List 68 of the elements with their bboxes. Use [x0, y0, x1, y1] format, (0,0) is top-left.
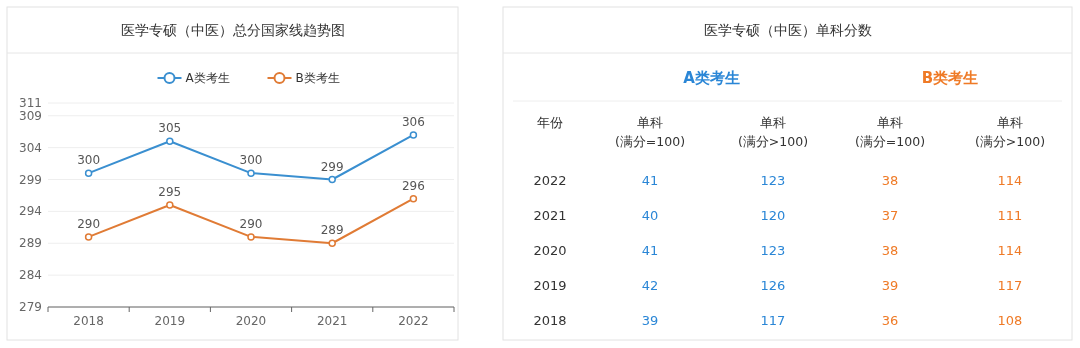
y-tick-label: 2020	[533, 243, 567, 258]
data-label: 111	[997, 208, 1023, 223]
point	[328, 175, 336, 184]
x-tick-label: 2020	[235, 314, 267, 328]
y-tick-label: 2019	[533, 278, 567, 293]
point	[84, 233, 93, 241]
point	[166, 137, 174, 145]
data-label: 114	[997, 243, 1023, 258]
point	[166, 201, 174, 209]
y-tick-label: 2021	[533, 208, 567, 223]
text: A类考生	[683, 69, 740, 87]
data-label: 39	[881, 278, 899, 293]
data-label: 306	[401, 114, 425, 129]
point	[409, 131, 418, 139]
y-axis-title: 年份	[537, 115, 563, 130]
data-label: 290	[239, 216, 263, 231]
data-label: 120	[760, 208, 786, 223]
data-label: 38	[881, 243, 899, 258]
y-tick-label: 289	[19, 236, 42, 251]
data-label: 305	[158, 121, 182, 136]
x-tick-label: 单科 (满分=100)	[854, 115, 926, 149]
point	[409, 194, 418, 203]
data-label: 108	[997, 313, 1023, 328]
y-tick-label: 304	[19, 140, 42, 155]
point	[247, 169, 255, 177]
data-label: 38	[881, 173, 899, 188]
x-tick-label: 2021	[316, 314, 348, 328]
y-tick-label: 279	[19, 300, 42, 314]
data-label: 290	[77, 216, 101, 231]
x-tick-label: 单科 (满分>100)	[974, 115, 1046, 149]
x-tick-label: 2019	[154, 314, 186, 328]
y-tick-label: 309	[19, 108, 42, 123]
legend-label: A类考生	[185, 71, 230, 85]
data-label: 40	[641, 208, 659, 223]
data-label: 36	[881, 313, 899, 328]
text: B类考生	[921, 69, 979, 87]
data-label: 296	[401, 178, 425, 193]
point	[84, 169, 93, 177]
data-label: 114	[997, 173, 1023, 188]
y-tick-label: 2022	[533, 173, 567, 188]
y-tick-label: 294	[19, 204, 42, 219]
data-label: 123	[760, 173, 786, 188]
x-tick-label: 单科 (满分>100)	[737, 115, 809, 149]
point	[247, 233, 255, 241]
x-tick-label: 2018	[73, 314, 104, 328]
y-tick-label: 311	[19, 96, 42, 110]
legend-label: B类考生	[295, 71, 340, 85]
data-label: 39	[641, 313, 659, 328]
data-label: 300	[77, 153, 101, 168]
data-label: 41	[641, 243, 659, 258]
data-label: 117	[760, 313, 786, 328]
data-label: 123	[760, 243, 786, 258]
data-label: 126	[760, 278, 786, 293]
data-label: 42	[641, 278, 659, 293]
chart-title: 医学专硕（中医）总分国家线趋势图	[120, 22, 345, 38]
y-tick-label: 299	[19, 172, 42, 187]
data-label: 299	[320, 159, 344, 174]
data-label: 300	[239, 153, 263, 168]
x-tick-label: 2022	[398, 314, 429, 328]
chart-title: 医学专硕（中医）单科分数	[703, 22, 872, 38]
point	[328, 239, 336, 247]
x-tick-label: 单科 (满分=100)	[614, 115, 686, 149]
y-tick-label: 284	[19, 268, 42, 283]
data-label: 41	[641, 173, 659, 188]
data-label: 37	[881, 208, 899, 223]
data-label: 117	[997, 278, 1023, 293]
data-label: 295	[158, 185, 182, 199]
data-label: 289	[320, 223, 344, 238]
